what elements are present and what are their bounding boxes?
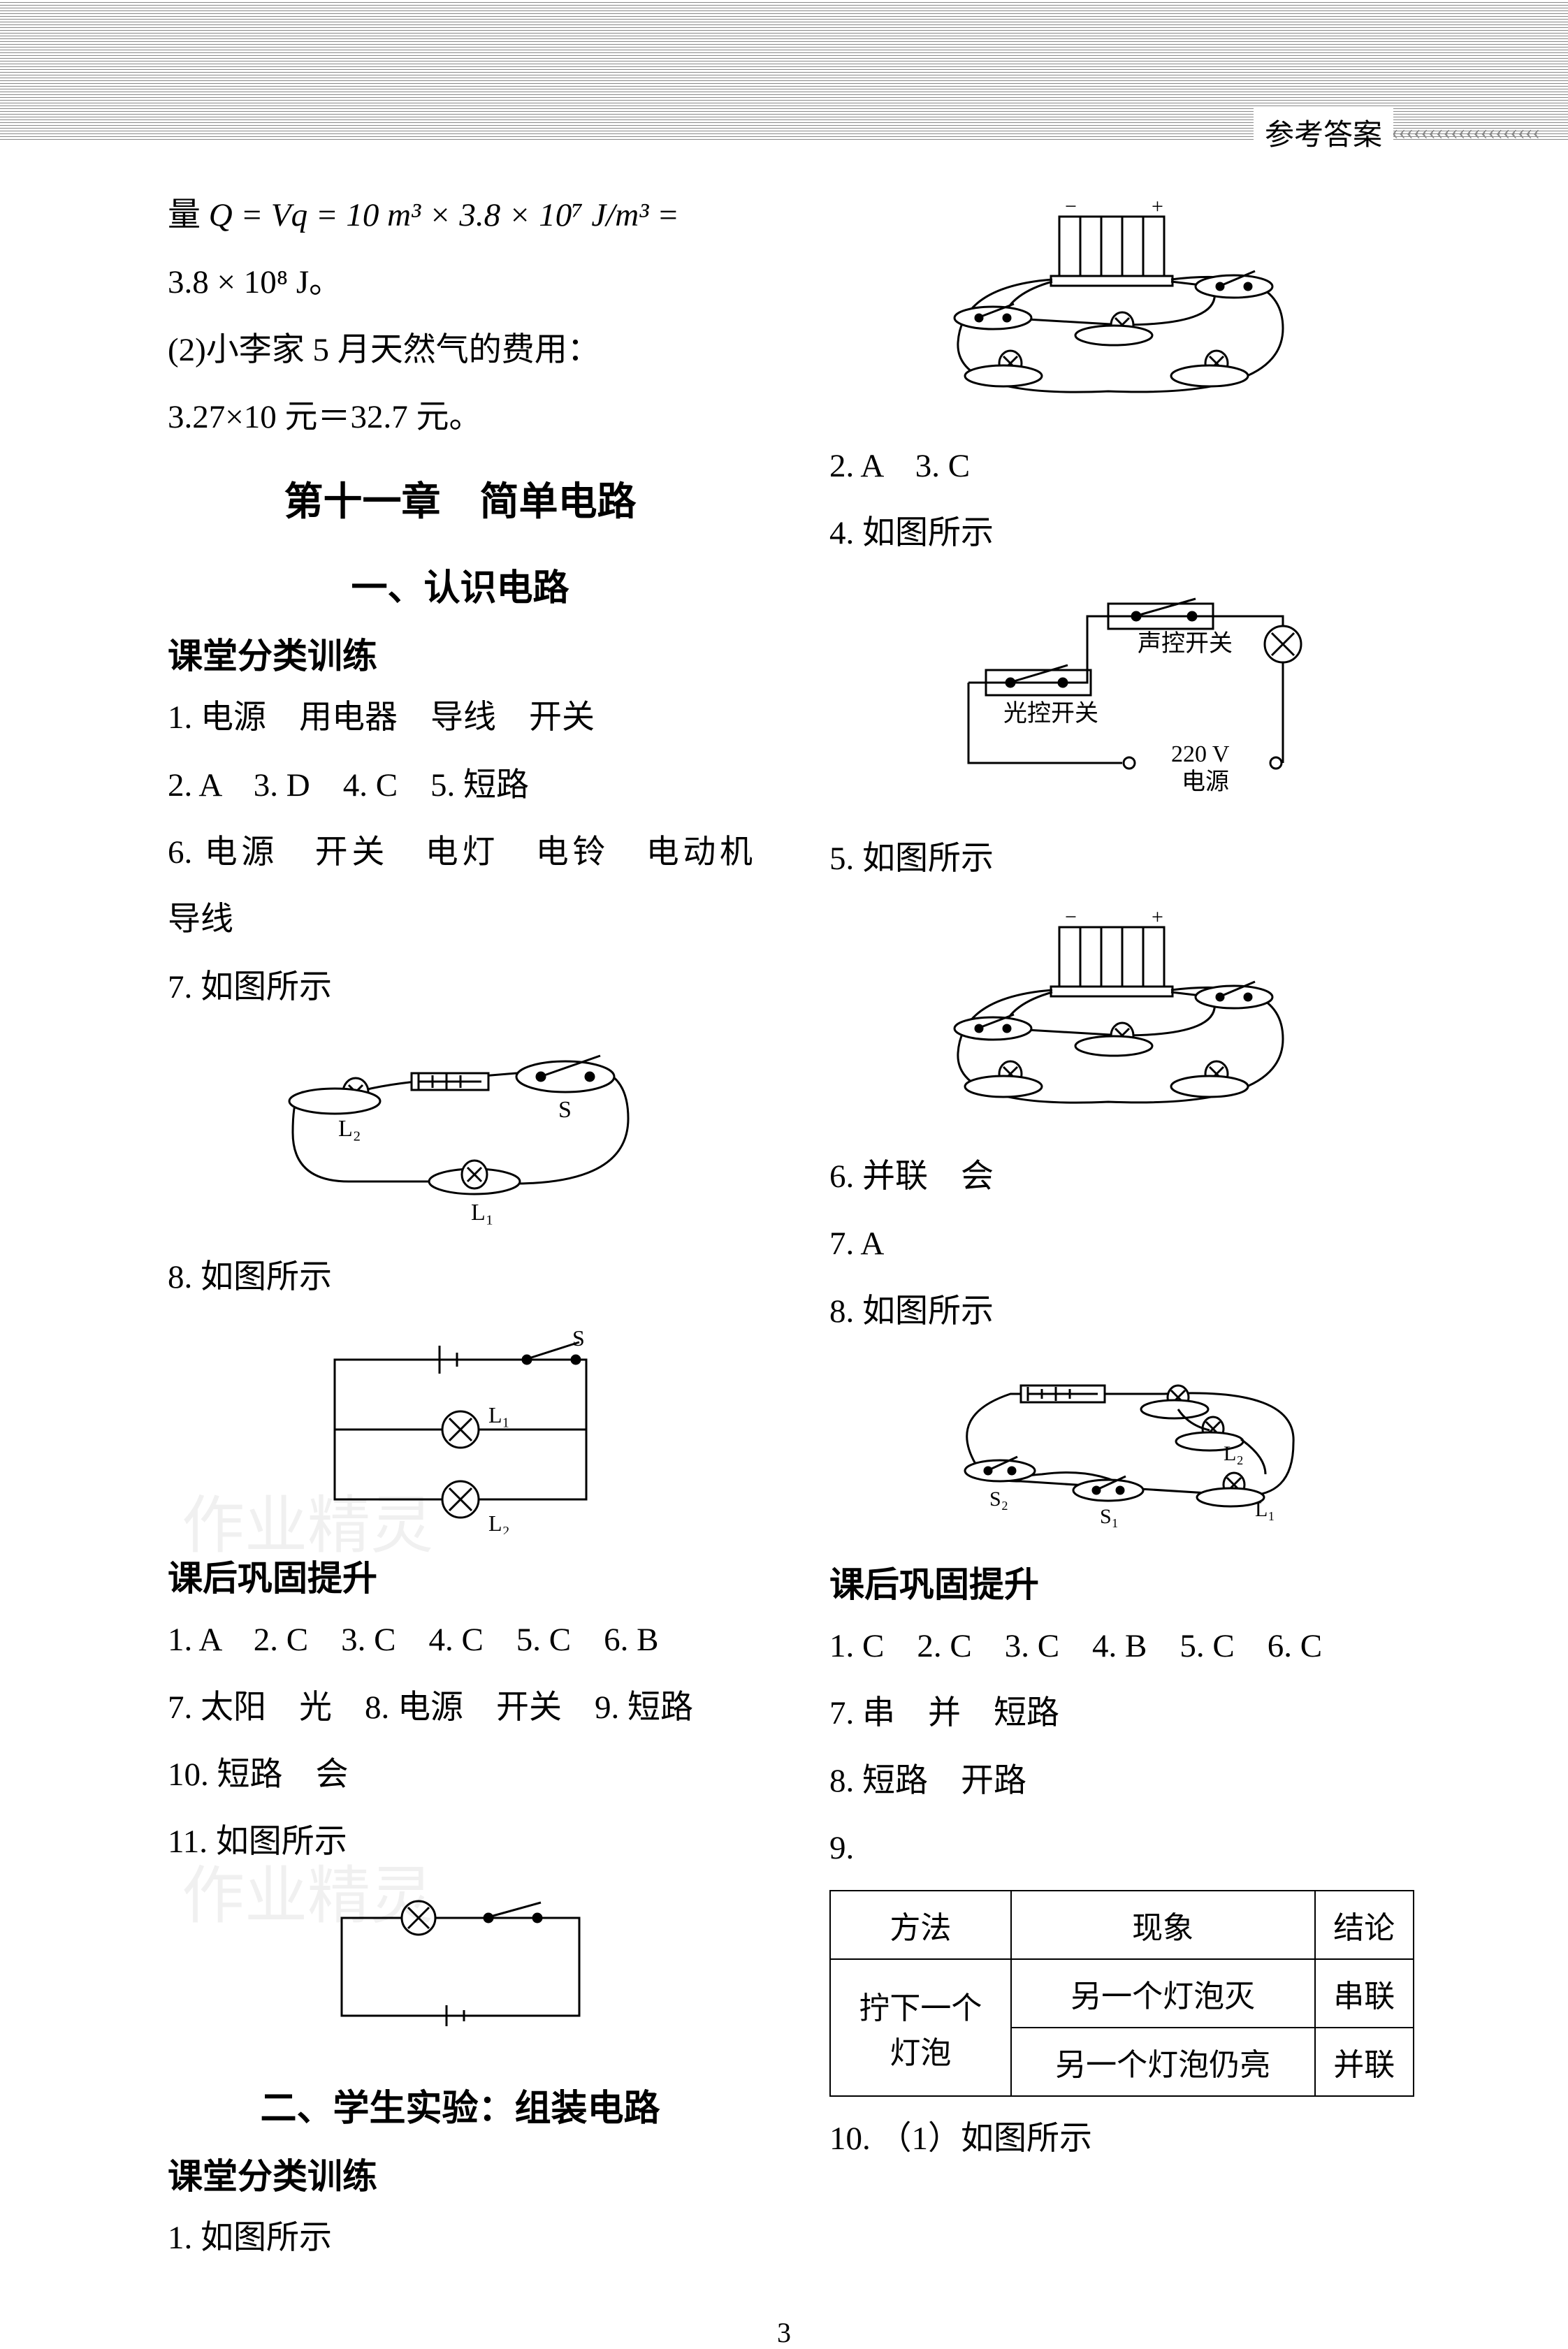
label-L2: L₂ <box>1224 1442 1244 1465</box>
answer-line: 7. A <box>829 1210 1414 1277</box>
table-cell: 并联 <box>1315 2028 1414 2096</box>
answer-line: 4. 如图所示 <box>829 500 1414 567</box>
text: 量 <box>168 197 209 233</box>
answer-line: 1. C 2. C 3. C 4. B 5. C 6. C <box>829 1613 1414 1680</box>
answer-line: 7. 太阳 光 8. 电源 开关 9. 短路 <box>168 1674 753 1741</box>
circuit-figure-top: − + <box>829 196 1414 423</box>
answer-line: 6. 电源 开关 电灯 电铃 电动机 导线 <box>168 819 753 954</box>
label-L1: L₁ <box>471 1200 494 1226</box>
label-S: S <box>558 1097 572 1123</box>
label-S: S <box>572 1325 585 1351</box>
answer-line: 9. <box>829 1815 1414 1882</box>
answer-line: 8. 如图所示 <box>168 1244 753 1311</box>
circuit-svg <box>307 1890 614 2044</box>
answer-line: 7. 串 并 短路 <box>829 1680 1414 1747</box>
subsection-heading: 课后巩固提升 <box>829 1557 1414 1607</box>
label-S2: S₂ <box>989 1488 1008 1511</box>
label-S1: S₁ <box>1100 1505 1119 1528</box>
answer-line: 8. 如图所示 <box>829 1278 1414 1345</box>
table-row: 拧下一个 灯泡 另一个灯泡灭 串联 <box>830 1959 1414 2028</box>
circuit-svg: 声控开关 光控开关 220 V 电源 <box>906 581 1339 812</box>
table-header: 结论 <box>1315 1891 1414 1959</box>
answer-line: 7. 如图所示 <box>168 954 753 1021</box>
table-header: 方法 <box>830 1891 1011 1959</box>
formula: Q = Vq = 10 m³ × 3.8 × 10⁷ J/m³ = <box>209 197 679 233</box>
circuit-svg: S L₁ L₂ <box>293 1325 628 1534</box>
content-area: 量 Q = Vq = 10 m³ × 3.8 × 10⁷ J/m³ = 3.8 … <box>0 140 1568 2299</box>
label-L1: L₁ <box>488 1402 510 1427</box>
answer-line: 1. A 2. C 3. C 4. C 5. C 6. B <box>168 1606 753 1673</box>
circuit-figure-8: S L₁ L₂ <box>168 1325 753 1538</box>
label-L2: L₂ <box>338 1116 361 1142</box>
section-title: 一、认识电路 <box>168 558 753 611</box>
right-column: − + <box>829 182 1414 2271</box>
table-cell: 串联 <box>1315 1959 1414 2028</box>
header-chevrons: ‹‹‹‹‹‹‹‹‹‹‹‹‹‹‹‹‹‹‹‹‹ <box>1384 119 1540 145</box>
svg-text:+: + <box>1152 196 1163 218</box>
answer-line: 11. 如图所示 <box>168 1808 753 1875</box>
text-line: 3.27×10 元＝32.7 元。 <box>168 384 753 451</box>
table-header: 现象 <box>1011 1891 1315 1959</box>
chapter-title: 第十一章 简单电路 <box>168 470 753 527</box>
subsection-heading: 课堂分类训练 <box>168 2148 753 2199</box>
header-label: 参考答案 <box>1254 108 1393 157</box>
left-column: 量 Q = Vq = 10 m³ × 3.8 × 10⁷ J/m³ = 3.8 … <box>168 182 753 2271</box>
table-cell: 另一个灯泡灭 <box>1011 1959 1315 2028</box>
text-line: 3.8 × 10⁸ J。 <box>168 249 753 316</box>
label-L2: L₂ <box>488 1511 510 1534</box>
answer-line: 8. 短路 开路 <box>829 1747 1414 1815</box>
answer-line: 2. A 3. C <box>829 432 1414 500</box>
answer-table: 方法 现象 结论 拧下一个 灯泡 另一个灯泡灭 串联 另一个灯泡仍亮 并联 <box>829 1890 1414 2097</box>
page-number: 3 <box>0 2316 1568 2349</box>
circuit-svg: − + <box>913 906 1332 1130</box>
label-L1: L₁ <box>1255 1498 1275 1521</box>
label-source-v: 220 V <box>1171 741 1230 767</box>
circuit-figure-5: − + <box>829 906 1414 1133</box>
circuit-figure-11 <box>168 1890 753 2047</box>
answer-line: 10. （1）如图所示 <box>829 2105 1414 2172</box>
text-line: 量 Q = Vq = 10 m³ × 3.8 × 10⁷ J/m³ = <box>168 182 753 249</box>
circuit-figure-4: 声控开关 光控开关 220 V 电源 <box>829 581 1414 815</box>
answer-line: 6. 并联 会 <box>829 1143 1414 1210</box>
svg-text:−: − <box>1065 196 1077 218</box>
answer-line: 1. 如图所示 <box>168 2204 753 2271</box>
page-header: ‹‹‹‹‹‹‹‹‹‹‹‹‹‹‹‹‹‹‹‹‹ 参考答案 <box>0 0 1568 140</box>
circuit-svg: L₂ L₁ S <box>251 1035 670 1230</box>
table-cell: 另一个灯泡仍亮 <box>1011 2028 1315 2096</box>
answer-line: 5. 如图所示 <box>829 825 1414 892</box>
label-light: 光控开关 <box>1003 700 1098 727</box>
label-sound: 声控开关 <box>1138 630 1233 657</box>
svg-text:+: + <box>1152 906 1163 929</box>
answer-line: 10. 短路 会 <box>168 1741 753 1808</box>
answer-line: 2. A 3. D 4. C 5. 短路 <box>168 752 753 819</box>
subsection-heading: 课堂分类训练 <box>168 628 753 678</box>
circuit-figure-8r: S₂ S₁ L₂ L₁ <box>829 1359 1414 1544</box>
answer-line: 1. 电源 用电器 导线 开关 <box>168 684 753 751</box>
svg-text:−: − <box>1065 906 1077 929</box>
subsection-heading: 课后巩固提升 <box>168 1550 753 1601</box>
text-line: (2)小李家 5 月天然气的费用： <box>168 317 753 384</box>
table-cell: 拧下一个 灯泡 <box>830 1959 1011 2096</box>
circuit-svg: − + <box>913 196 1332 419</box>
circuit-svg: S₂ S₁ L₂ L₁ <box>913 1359 1332 1541</box>
table-header-row: 方法 现象 结论 <box>830 1891 1414 1959</box>
section-title: 二、学生实验：组装电路 <box>168 2079 753 2131</box>
circuit-figure-7: L₂ L₁ S <box>168 1035 753 1234</box>
label-source: 电源 <box>1182 769 1229 795</box>
